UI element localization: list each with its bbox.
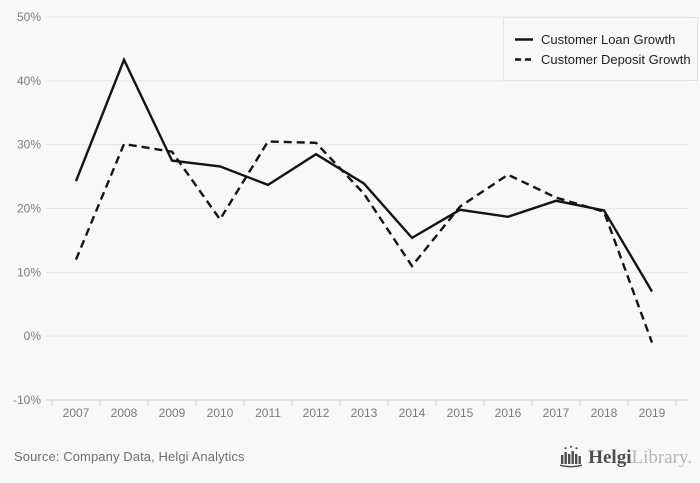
- y-axis-tick-label: 30%: [17, 138, 41, 152]
- legend-item-deposit-growth: Customer Deposit Growth: [515, 52, 697, 67]
- y-axis-tick-label: 20%: [17, 202, 41, 216]
- x-axis-tick-label: 2011: [255, 406, 281, 420]
- customer-loan-growth-line: [74, 56, 654, 293]
- legend-label: Customer Loan Growth: [541, 31, 676, 47]
- dashed-line-sample-icon: [515, 57, 533, 61]
- x-axis-tick-label: 2018: [591, 406, 618, 420]
- logo-text-secondary: Library.: [631, 446, 693, 468]
- line-chart: 50% 40% 30% 20% 10% 0% -10% 2007 2008 2009 2010 201…: [13, 10, 688, 420]
- y-axis-tick-label: 10%: [17, 265, 41, 279]
- footer: Source: Company Data, Helgi Analytics He…: [0, 430, 700, 483]
- customer-deposit-growth-line: [74, 140, 654, 344]
- x-axis-tick-label: 2010: [207, 406, 234, 420]
- x-axis-tick-label: 2007: [63, 406, 90, 420]
- y-axis-tick-label: 0%: [24, 329, 42, 343]
- legend-item-loan-growth: Customer Loan Growth: [515, 32, 697, 47]
- plot-area: 50% 40% 30% 20% 10% 0% -10% 2007 2008 2009 2010 201…: [13, 10, 698, 420]
- x-axis-tick-label: 2019: [639, 406, 666, 420]
- x-axis-tick-label: 2009: [159, 406, 186, 420]
- logo-text-primary: Helgi: [588, 446, 632, 468]
- x-axis-tick-label: 2016: [495, 406, 522, 420]
- y-axis-tick-label: 50%: [17, 10, 41, 24]
- helgi-bars-icon: [560, 445, 583, 467]
- helgi-library-logo: HelgiLibrary.: [558, 445, 692, 469]
- y-axis-tick-label: 40%: [17, 74, 41, 88]
- y-axis-tick-label: -10%: [13, 393, 41, 407]
- solid-line-sample-icon: [515, 37, 533, 41]
- x-axis-tick-label: 2012: [303, 406, 330, 420]
- legend: Customer Loan Growth Customer Deposit Gr…: [503, 17, 698, 81]
- x-axis-tick-label: 2015: [447, 406, 474, 420]
- logo-text: HelgiLibrary.: [588, 447, 692, 469]
- x-axis-tick-label: 2017: [543, 406, 570, 420]
- x-axis-tick-label: 2008: [111, 406, 138, 420]
- legend-label: Customer Deposit Growth: [541, 51, 691, 67]
- x-axis-tick-label: 2014: [399, 406, 426, 420]
- source-note: Source: Company Data, Helgi Analytics: [14, 449, 245, 464]
- x-axis-tick-label: 2013: [351, 406, 378, 420]
